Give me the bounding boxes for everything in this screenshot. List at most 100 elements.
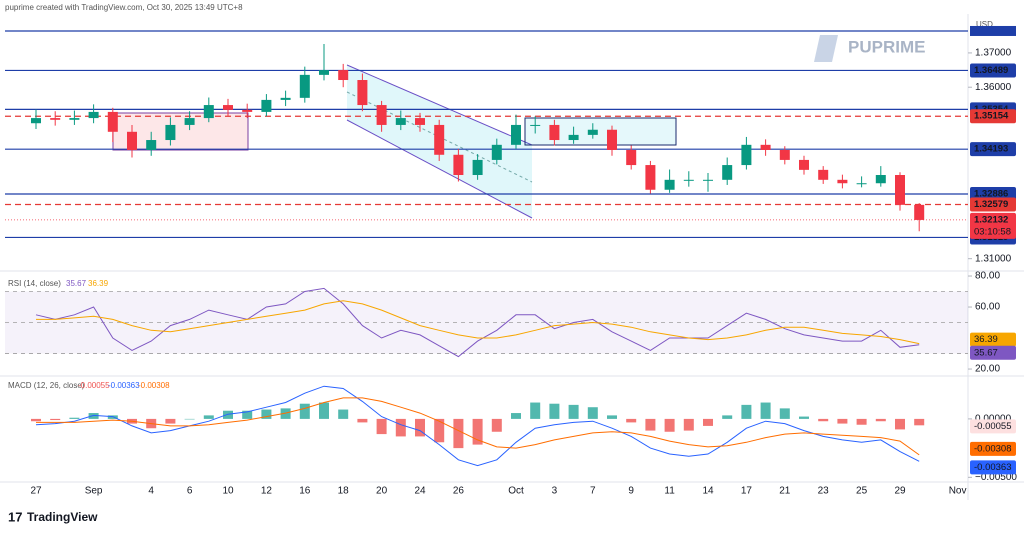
histogram-bar [914, 418, 925, 426]
x-tick-label: 27 [30, 486, 42, 497]
countdown: 03:10:58 [974, 226, 1011, 237]
candle-body [69, 118, 80, 120]
price-line-label: 1.35154 [974, 111, 1009, 122]
candle-body [223, 105, 233, 110]
histogram-bar [261, 409, 272, 419]
price-line-label: 1.32579 [974, 199, 1008, 210]
histogram-bar [165, 418, 176, 424]
value-label: 36.39 [974, 334, 998, 345]
candle-body [549, 124, 560, 141]
y-tick-label: 0.00000 [975, 414, 1012, 425]
x-tick-label: 7 [590, 486, 596, 497]
candle-body [626, 149, 637, 166]
histogram-bar [472, 418, 483, 445]
candle-body [530, 124, 541, 126]
header: puprime created with TradingView.com, Oc… [5, 3, 243, 12]
y-tick-label: 1.31000 [975, 253, 1012, 264]
histogram-bar [722, 415, 733, 419]
candle-body [741, 144, 752, 166]
price-line-label: 1.34193 [974, 144, 1008, 155]
histogram-bar [31, 418, 41, 422]
histogram-bar [818, 418, 829, 422]
candle-body [568, 134, 579, 141]
value-label-box [970, 419, 1016, 434]
histogram-bar [319, 402, 329, 419]
histogram-bar [376, 418, 387, 435]
histogram-bar [664, 418, 675, 432]
y-tick-label: 1.36000 [975, 82, 1012, 93]
candle-body [261, 99, 272, 112]
histogram-bar [856, 418, 867, 425]
last-price-box [970, 212, 1016, 239]
price-line-label-box [970, 197, 1016, 212]
price-line-label-box [970, 142, 1016, 157]
candle-body [107, 111, 118, 132]
histogram-bar [779, 408, 790, 419]
histogram-bar [626, 418, 637, 423]
x-tick-label: 6 [187, 486, 193, 497]
histogram-bar [568, 404, 579, 419]
histogram-bar [69, 417, 80, 419]
price-line-label: 1.32886 [974, 189, 1008, 200]
x-tick-label: 16 [299, 486, 311, 497]
histogram-bar [453, 418, 464, 449]
histogram-bar [299, 403, 310, 419]
price-line-label-box [970, 109, 1016, 124]
candle-body [453, 154, 464, 176]
watermark: PUPRIME [848, 37, 925, 56]
candle-body [50, 118, 61, 120]
x-tick-label: 18 [338, 486, 350, 497]
x-tick-label: 23 [818, 486, 830, 497]
candle-body [338, 70, 349, 81]
legend-value: -0.00363 [108, 381, 140, 390]
y-tick-label: −0.00500 [975, 472, 1017, 483]
histogram-bar [203, 415, 214, 419]
candle-body [760, 144, 771, 150]
candle-body [875, 175, 886, 184]
histogram-bar [434, 418, 445, 443]
histogram-bar [549, 403, 560, 419]
histogram-bar [837, 418, 848, 424]
histogram-bar [799, 416, 809, 419]
value-label-box [970, 332, 1016, 347]
histogram-bar [607, 415, 617, 419]
x-tick-label: 9 [628, 486, 634, 497]
indicator-title: RSI (14, close) [8, 279, 61, 288]
y-tick-label: 60.00 [975, 302, 1000, 313]
x-tick-label: 3 [552, 486, 558, 497]
plot: USD 27 Sep 4 6 10 12 16 18 20 24 26 Oct 3 7 9 11 14 17 21 23… [5, 20, 1017, 497]
value-label-box [970, 345, 1016, 360]
histogram-bar [703, 418, 713, 426]
candle-body [88, 111, 99, 119]
histogram-bar [491, 418, 502, 432]
candle-body [799, 159, 809, 170]
macd-line [35, 385, 920, 467]
channel-line [346, 119, 533, 219]
value-label: -0.00055 [974, 421, 1012, 432]
value-label-box [970, 460, 1016, 475]
watermark-logo: PUPRIME [814, 35, 925, 62]
histogram-bar [395, 418, 406, 437]
histogram-bar [184, 418, 195, 420]
candle-body [165, 124, 176, 141]
candle-body [607, 129, 617, 150]
x-tick-label: Sep [85, 486, 103, 497]
x-tick-label: 11 [664, 486, 675, 497]
candle-body [703, 179, 713, 181]
channel-line [346, 64, 533, 146]
x-tick-label: 20 [376, 486, 388, 497]
candle-body [434, 124, 445, 155]
value-label: 35.67 [974, 347, 998, 358]
histogram-bar [415, 418, 425, 437]
value-label-box [970, 441, 1016, 456]
indicator-title: MACD (12, 26, close) [8, 381, 85, 390]
histogram-bar [242, 410, 253, 419]
candle-body [242, 109, 253, 112]
x-tick-label: 4 [148, 486, 154, 497]
candle-body [645, 165, 656, 190]
candle-body [203, 105, 214, 119]
histogram-bar [530, 402, 541, 419]
price-line-label: 1.36489 [974, 65, 1008, 76]
